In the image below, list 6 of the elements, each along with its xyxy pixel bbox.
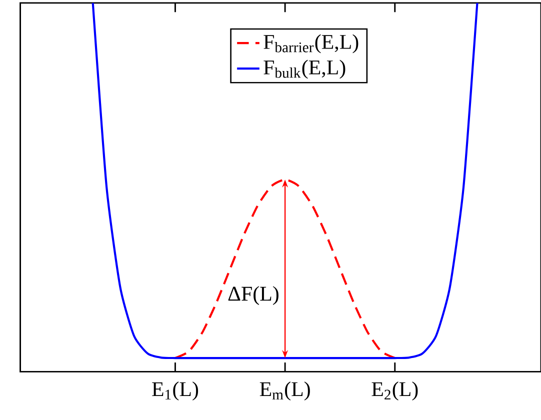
- legend-label: F$_{barrier}$(E,L): [264, 34, 358, 54]
- x-tick-label: E$_{2}$(L): [372, 382, 418, 401]
- x-tick-label: E$_{m}$(L): [260, 382, 310, 401]
- annotation: ΔF(L): [228, 286, 278, 306]
- x-tick-label: E$_{1}$(L): [152, 382, 198, 401]
- legend-label: F$_{bulk}$(E,L): [264, 60, 346, 79]
